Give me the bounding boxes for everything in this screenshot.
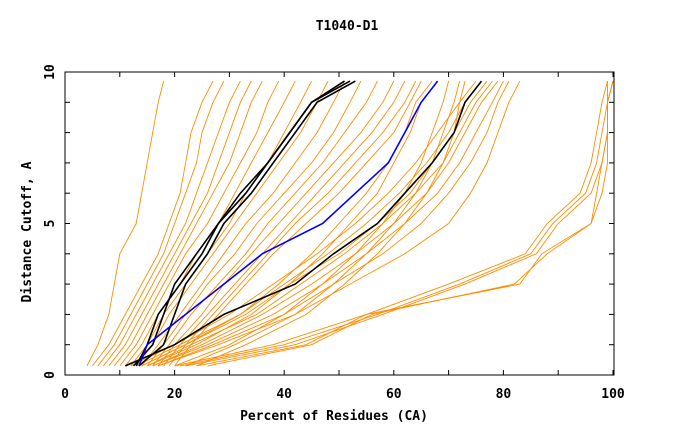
x-tick-label: 20: [167, 387, 183, 402]
series-line-orange-9: [135, 80, 329, 367]
series-line-orange-0: [86, 80, 165, 367]
series-line-orange-24: [158, 80, 521, 367]
x-tick-label: 100: [601, 387, 625, 402]
x-axis-label: Percent of Residues (CA): [240, 409, 428, 424]
x-tick-label: 0: [61, 387, 69, 402]
series-line-orange-8: [130, 80, 312, 367]
series-line-orange-29: [196, 80, 466, 367]
series-line-orange-32: [185, 80, 614, 367]
series-line-orange-6: [119, 80, 280, 367]
series-line-orange-23: [158, 80, 510, 367]
series-layer: [86, 80, 614, 367]
y-tick-label: 10: [43, 64, 58, 80]
series-line-orange-25: [141, 80, 433, 367]
series-line-orange-12: [152, 80, 378, 367]
series-line-orange-1: [92, 80, 214, 367]
series-line-orange-13: [157, 80, 395, 367]
series-line-black-35: [124, 80, 483, 367]
series-line-orange-5: [113, 80, 263, 367]
x-tick-label: 40: [276, 387, 292, 402]
series-line-orange-16: [174, 80, 422, 367]
series-line-orange-4: [108, 80, 252, 367]
y-tick-label: 5: [43, 220, 58, 228]
series-line-black-37: [138, 80, 356, 367]
series-line-orange-34: [207, 80, 614, 367]
series-line-orange-17: [130, 80, 477, 367]
y-tick-label: 0: [43, 371, 58, 379]
series-line-orange-30: [174, 80, 608, 367]
axes-layer: 0 20 40 60 80 100 0 5 10: [43, 64, 625, 402]
series-line-orange-18: [136, 80, 482, 367]
series-line-orange-28: [185, 80, 461, 367]
series-line-orange-27: [174, 80, 450, 367]
series-line-orange-26: [147, 80, 438, 367]
x-tick-label: 80: [496, 387, 512, 402]
y-axis-label: Distance Cutoff, A: [20, 161, 35, 302]
chart-title: T1040-D1: [316, 19, 379, 34]
series-line-orange-15: [168, 80, 417, 367]
series-line-orange-14: [163, 80, 406, 367]
series-line-orange-3: [103, 80, 241, 367]
series-line-orange-2: [97, 80, 225, 367]
series-line-black-38: [132, 80, 345, 367]
x-tick-label: 60: [386, 387, 402, 402]
series-line-orange-11: [146, 80, 362, 367]
series-line-blue-39: [138, 80, 439, 367]
